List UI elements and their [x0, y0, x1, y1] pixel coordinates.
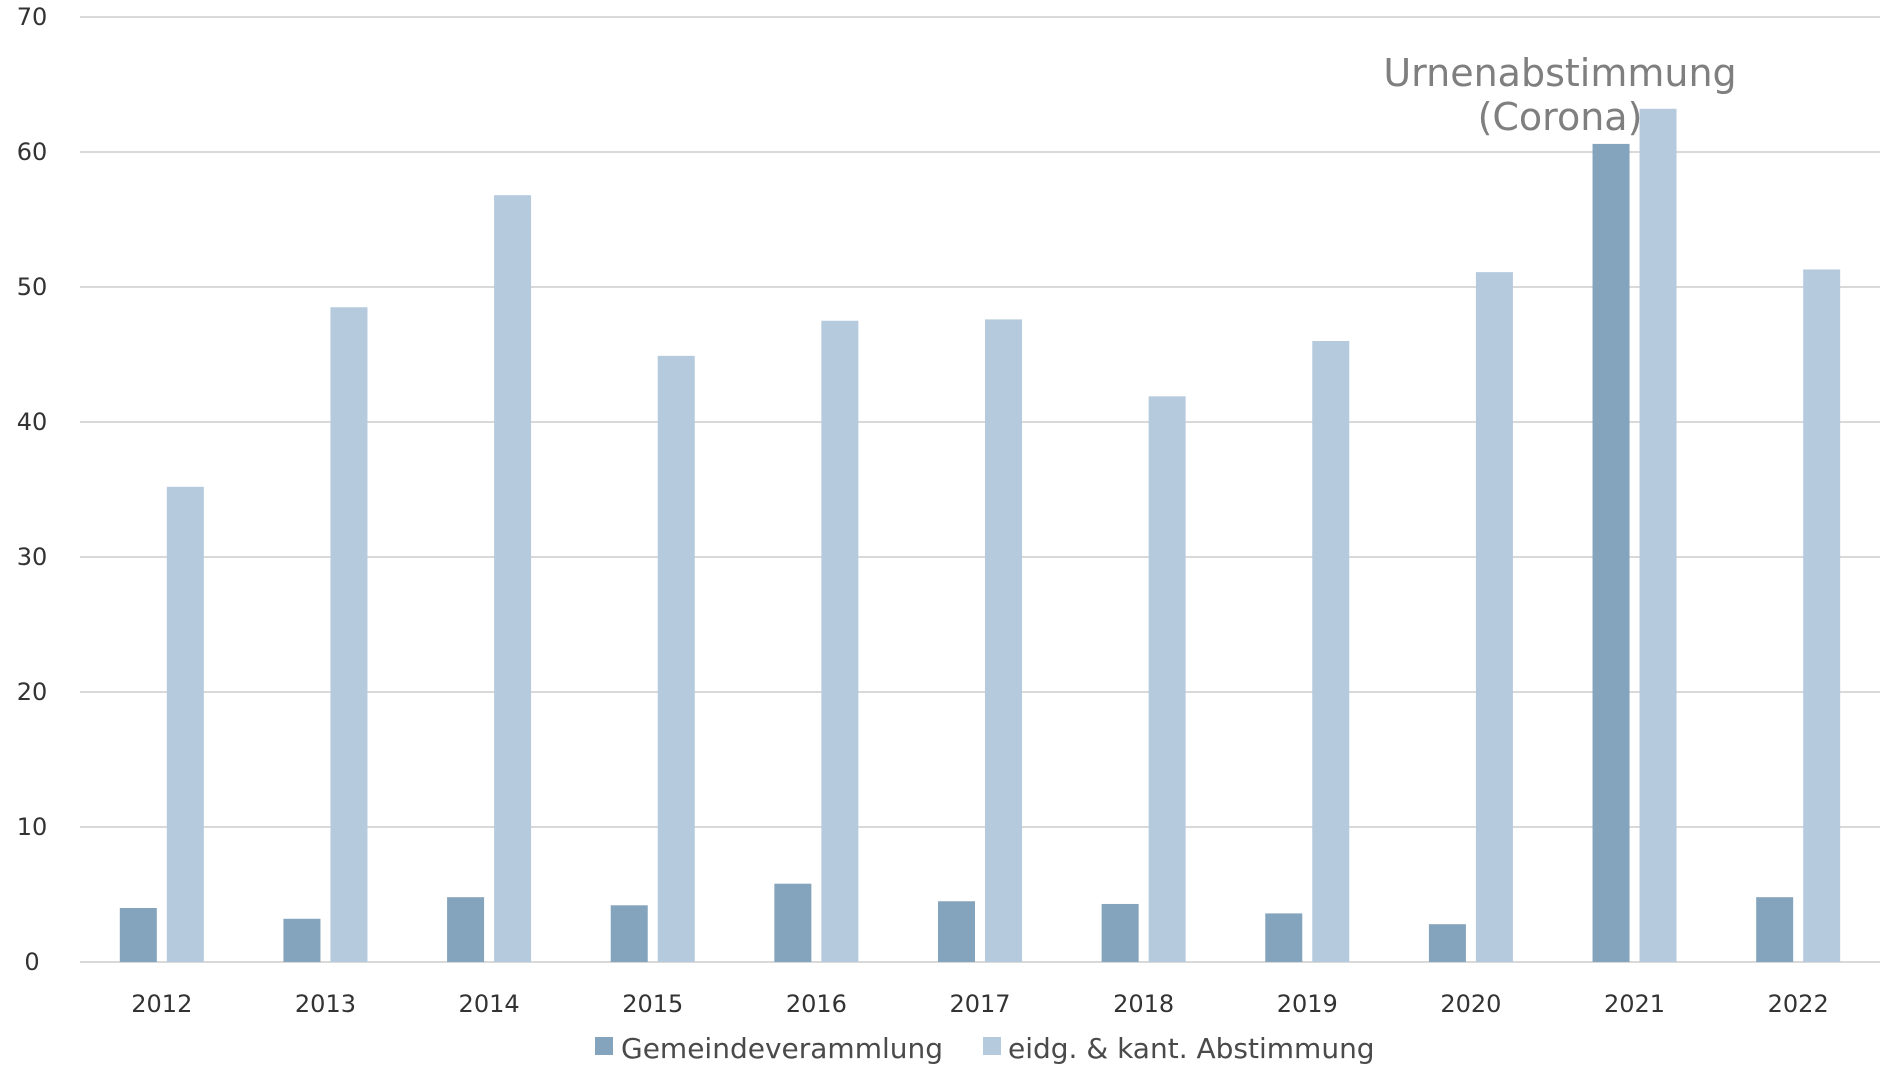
y-tick-label: 30: [17, 543, 48, 571]
bar-abstimmung-2021: [1639, 108, 1677, 963]
bar-gemeindeversammlung-2017: [938, 901, 975, 962]
bar-gemeindeversammlung-2016: [774, 883, 812, 962]
y-tick-label: 60: [17, 138, 48, 166]
bar-gemeindeversammlung-2022: [1756, 897, 1794, 962]
bar-gemeindeversammlung-2014: [447, 897, 485, 962]
bar-abstimmung-2022: [1803, 269, 1841, 962]
y-tick-label: 10: [17, 813, 48, 841]
y-tick-label: 70: [17, 3, 48, 31]
x-tick-label: 2018: [1113, 990, 1174, 1018]
x-tick-label: 2014: [459, 990, 520, 1018]
bar-gemeindeversammlung-2015: [610, 905, 648, 962]
legend-swatch-gemeindeversammlung: [595, 1037, 613, 1055]
x-tick-label: 2013: [295, 990, 356, 1018]
bar-abstimmung-2012: [166, 486, 204, 962]
x-tick-label: 2019: [1277, 990, 1338, 1018]
annotation-line-2: (Corona): [1478, 95, 1643, 139]
grid-lines: [80, 16, 1880, 963]
bar-abstimmung-2016: [821, 320, 859, 962]
bar-gemeindeversammlung-2020: [1428, 924, 1466, 962]
bar-abstimmung-2020: [1475, 272, 1513, 962]
bar-abstimmung-2019: [1312, 341, 1350, 962]
bar-gemeindeversammlung-2019: [1265, 913, 1303, 962]
legend-item-abstimmung: eidg. & kant. Abstimmung: [983, 1032, 1375, 1065]
bar-abstimmung-2015: [657, 355, 695, 963]
annotation-corona: Urnenabstimmung (Corona): [1383, 51, 1736, 139]
x-tick-label: 2016: [786, 990, 847, 1018]
legend-label-abstimmung: eidg. & kant. Abstimmung: [1008, 1032, 1375, 1065]
bar-gemeindeversammlung-2013: [283, 918, 321, 962]
bar-abstimmung-2017: [985, 319, 1022, 962]
bar-abstimmung-2014: [494, 195, 532, 962]
y-tick-label: 50: [17, 273, 48, 301]
x-tick-label: 2022: [1768, 990, 1829, 1018]
y-tick-label: 0: [24, 948, 39, 976]
x-tick-label: 2012: [131, 990, 192, 1018]
bar-gemeindeversammlung-2018: [1101, 903, 1139, 962]
x-tick-label: 2021: [1604, 990, 1665, 1018]
bars: [119, 108, 1841, 963]
legend-label-gemeindeversammlung: Gemeindeverammlung: [621, 1032, 943, 1065]
x-tick-label: 2020: [1440, 990, 1501, 1018]
bar-abstimmung-2013: [330, 307, 368, 962]
bar-abstimmung-2018: [1148, 396, 1186, 963]
y-tick-label: 40: [17, 408, 48, 436]
bar-gemeindeversammlung-2021: [1592, 143, 1630, 962]
legend-item-gemeindeversammlung: Gemeindeverammlung: [595, 1032, 943, 1065]
legend: Gemeindeverammlung eidg. & kant. Abstimm…: [595, 1032, 1375, 1065]
bar-gemeindeversammlung-2012: [119, 908, 157, 962]
y-axis-ticks: 0 10 20 30 40 50 60 70: [17, 3, 48, 976]
x-tick-label: 2015: [622, 990, 683, 1018]
x-tick-label: 2017: [949, 990, 1010, 1018]
x-axis-ticks: 2012 2013 2014 2015 2016 2017 2018 2019 2020 2021…: [131, 990, 1828, 1018]
y-tick-label: 20: [17, 678, 48, 706]
legend-swatch-abstimmung: [983, 1037, 1001, 1055]
annotation-line-1: Urnenabstimmung: [1383, 51, 1736, 95]
